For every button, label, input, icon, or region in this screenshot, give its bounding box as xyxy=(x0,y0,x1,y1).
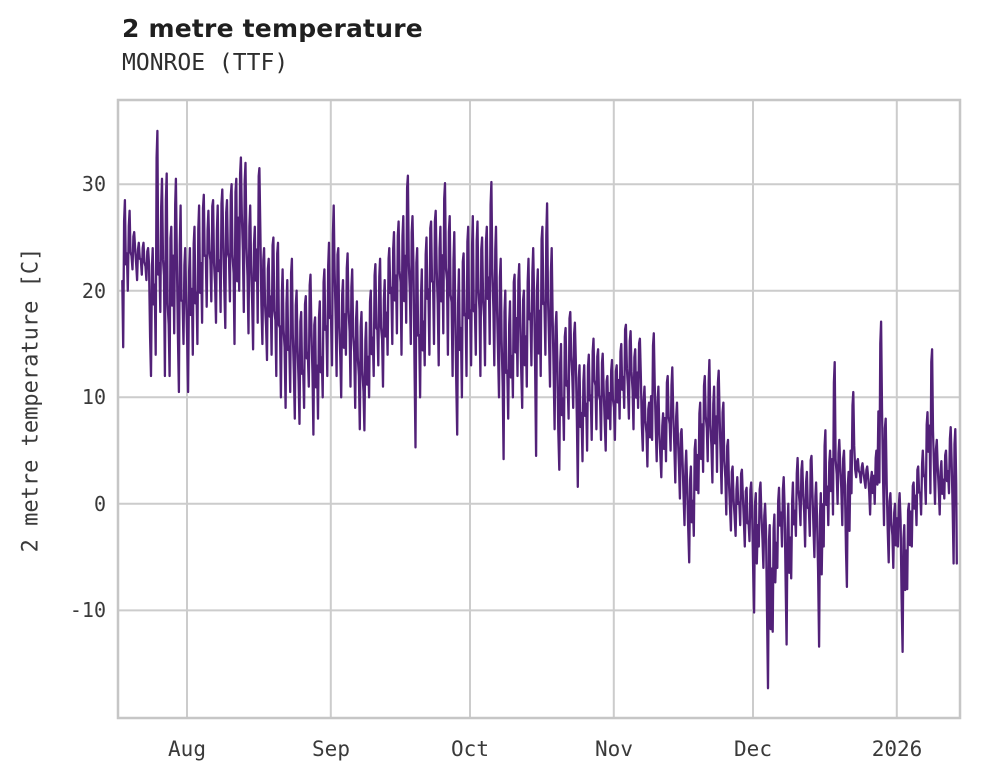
temperature-line xyxy=(121,129,958,690)
x-tick-label: Sep xyxy=(312,737,350,761)
chart-subtitle: MONROE (TTF) xyxy=(122,50,289,76)
y-tick-label: 30 xyxy=(81,172,106,196)
x-tick-label: Aug xyxy=(168,737,206,761)
x-tick-label: 2026 xyxy=(871,737,923,761)
plot-border xyxy=(116,98,962,720)
y-tick-label: 0 xyxy=(93,492,106,516)
y-tick-label: -10 xyxy=(69,598,106,622)
y-tick-label: 20 xyxy=(81,279,106,303)
x-tick-label: Oct xyxy=(451,737,489,761)
y-tick-label: 10 xyxy=(81,385,106,409)
x-tick-label: Nov xyxy=(595,737,633,761)
chart-title: 2 metre temperature xyxy=(122,14,423,43)
x-tick-label: Dec xyxy=(734,737,772,761)
